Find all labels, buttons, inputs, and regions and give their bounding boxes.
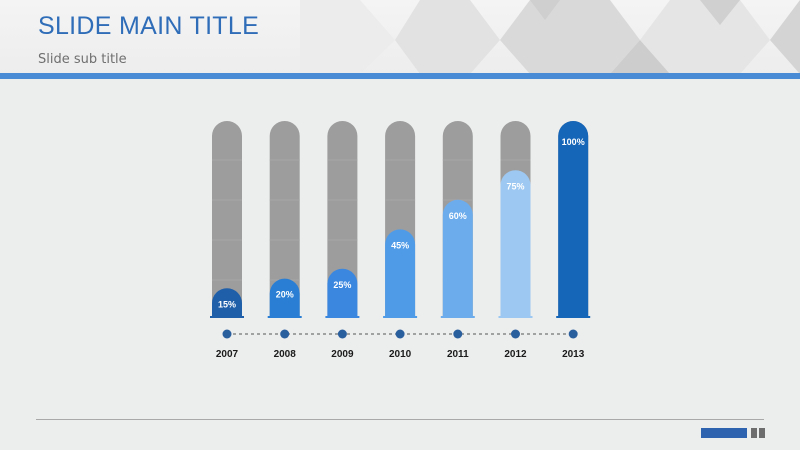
timeline-dot: [511, 329, 520, 339]
footer-accent-square: [759, 428, 765, 438]
footer-accent-square: [751, 428, 757, 438]
header-divider: [0, 73, 800, 79]
x-tick-label: 2013: [562, 349, 585, 360]
bar-fill: [327, 268, 358, 318]
bar-group-2012: 75% 2012: [498, 121, 533, 360]
x-tick-label: 2011: [447, 349, 469, 360]
bar-base: [325, 316, 360, 318]
header-hex-pattern: [300, 0, 800, 74]
x-tick-label: 2008: [274, 349, 297, 360]
timeline-dot: [222, 329, 232, 339]
bar-track: [212, 121, 242, 318]
bar-fill: [212, 288, 242, 318]
bar-group-2011: 60% 2011: [440, 121, 475, 360]
x-tick-label: 2012: [504, 349, 527, 360]
timeline-dot: [395, 329, 405, 339]
bar-base: [210, 316, 244, 318]
bar-base: [440, 316, 475, 318]
bar-value-label: 20%: [276, 290, 294, 300]
slide-subtitle: Slide sub title: [38, 52, 127, 67]
bar-fill: [442, 199, 473, 318]
x-tick-label: 2009: [331, 349, 354, 360]
timeline-dot: [280, 329, 290, 339]
bar-group-2013: 100% 2013: [556, 121, 591, 360]
slide-title: SLIDE MAIN TITLE: [38, 12, 260, 40]
bar-group-2010: 45% 2010: [383, 121, 418, 360]
bar-group-2008: 20% 2008: [267, 121, 302, 360]
timeline-dot: [453, 329, 463, 339]
bar-group-2009: 25% 2009: [325, 121, 360, 360]
bar-value-label: 45%: [391, 240, 409, 250]
footer-accent-bar: [701, 428, 747, 438]
bar-track: [269, 121, 300, 318]
x-tick-label: 2007: [216, 349, 239, 360]
footer-divider: [36, 419, 764, 420]
bar-track: [327, 121, 358, 318]
bar-fill: [269, 278, 300, 318]
bar-fill: [385, 229, 416, 318]
bar-group-2007: 15% 2007: [210, 121, 244, 360]
bar-fill: [558, 121, 589, 318]
bar-value-label: 75%: [506, 181, 524, 191]
bar-value-label: 60%: [449, 211, 467, 221]
bar-fill: [500, 170, 531, 318]
bar-base: [556, 316, 591, 318]
bar-value-label: 25%: [333, 280, 351, 290]
bar-base: [267, 316, 302, 318]
x-tick-label: 2010: [389, 349, 412, 360]
bar-value-label: 100%: [562, 137, 585, 147]
bar-base: [383, 316, 418, 318]
timeline-dot: [337, 329, 347, 339]
bar-base: [498, 316, 533, 318]
timeline-dot: [568, 329, 578, 339]
bar-value-label: 15%: [218, 299, 236, 309]
slide-header: SLIDE MAIN TITLE Slide sub title: [0, 0, 800, 74]
